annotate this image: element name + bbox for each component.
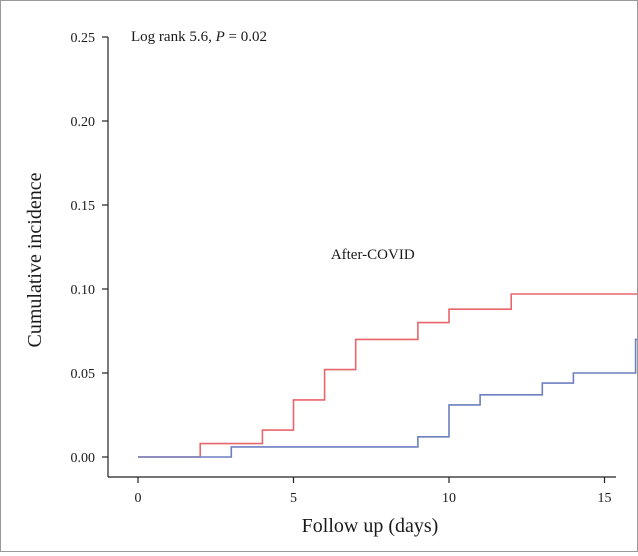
y-tick-label: 0.10	[71, 283, 96, 298]
x-tick-label: 15	[598, 491, 612, 506]
series-label-after-covid: After-COVID	[331, 247, 415, 263]
x-axis-label: Follow up (days)	[302, 515, 439, 537]
y-axis-label: Cumulative incidence	[24, 172, 46, 347]
log-rank-annotation: Log rank 5.6, P = 0.02	[131, 29, 267, 45]
x-tick-label: 5	[290, 491, 297, 506]
series-line-before-covid	[138, 296, 637, 457]
annotation-p-symbol: P	[215, 29, 225, 45]
labels-layer: Log rank 5.6, P = 0.02 Follow up (days) …	[24, 29, 637, 537]
y-tick-label: 0.15	[71, 199, 96, 214]
axes: 0.000.050.100.150.200.25051015202530	[71, 31, 638, 506]
annotation-prefix: Log rank 5.6,	[131, 29, 216, 45]
annotation-p-value: = 0.02	[225, 29, 267, 45]
y-tick-label: 0.05	[71, 367, 96, 382]
x-tick-label: 10	[442, 491, 456, 506]
y-tick-label: 0.00	[71, 451, 96, 466]
y-tick-label: 0.20	[71, 115, 96, 130]
x-tick-label: 0	[135, 491, 142, 506]
y-tick-label: 0.25	[71, 31, 96, 46]
